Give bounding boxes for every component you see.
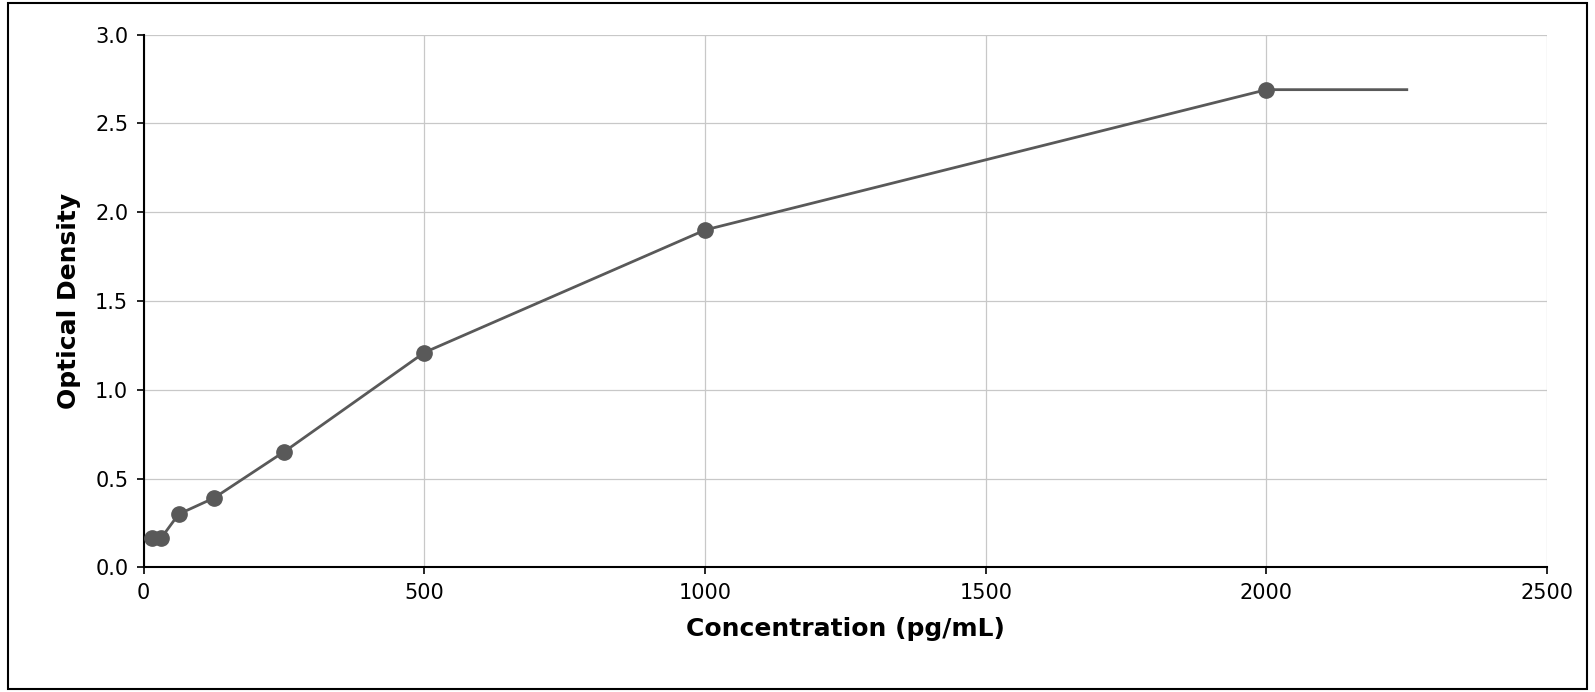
Point <box>1254 84 1279 95</box>
Y-axis label: Optical Density: Optical Density <box>57 193 81 409</box>
X-axis label: Concentration (pg/mL): Concentration (pg/mL) <box>686 617 1005 641</box>
Point <box>692 224 718 235</box>
Point <box>166 509 191 520</box>
Point <box>201 493 226 504</box>
Point <box>412 347 437 358</box>
Point <box>139 533 164 544</box>
Point <box>148 533 174 544</box>
Point <box>271 446 297 457</box>
